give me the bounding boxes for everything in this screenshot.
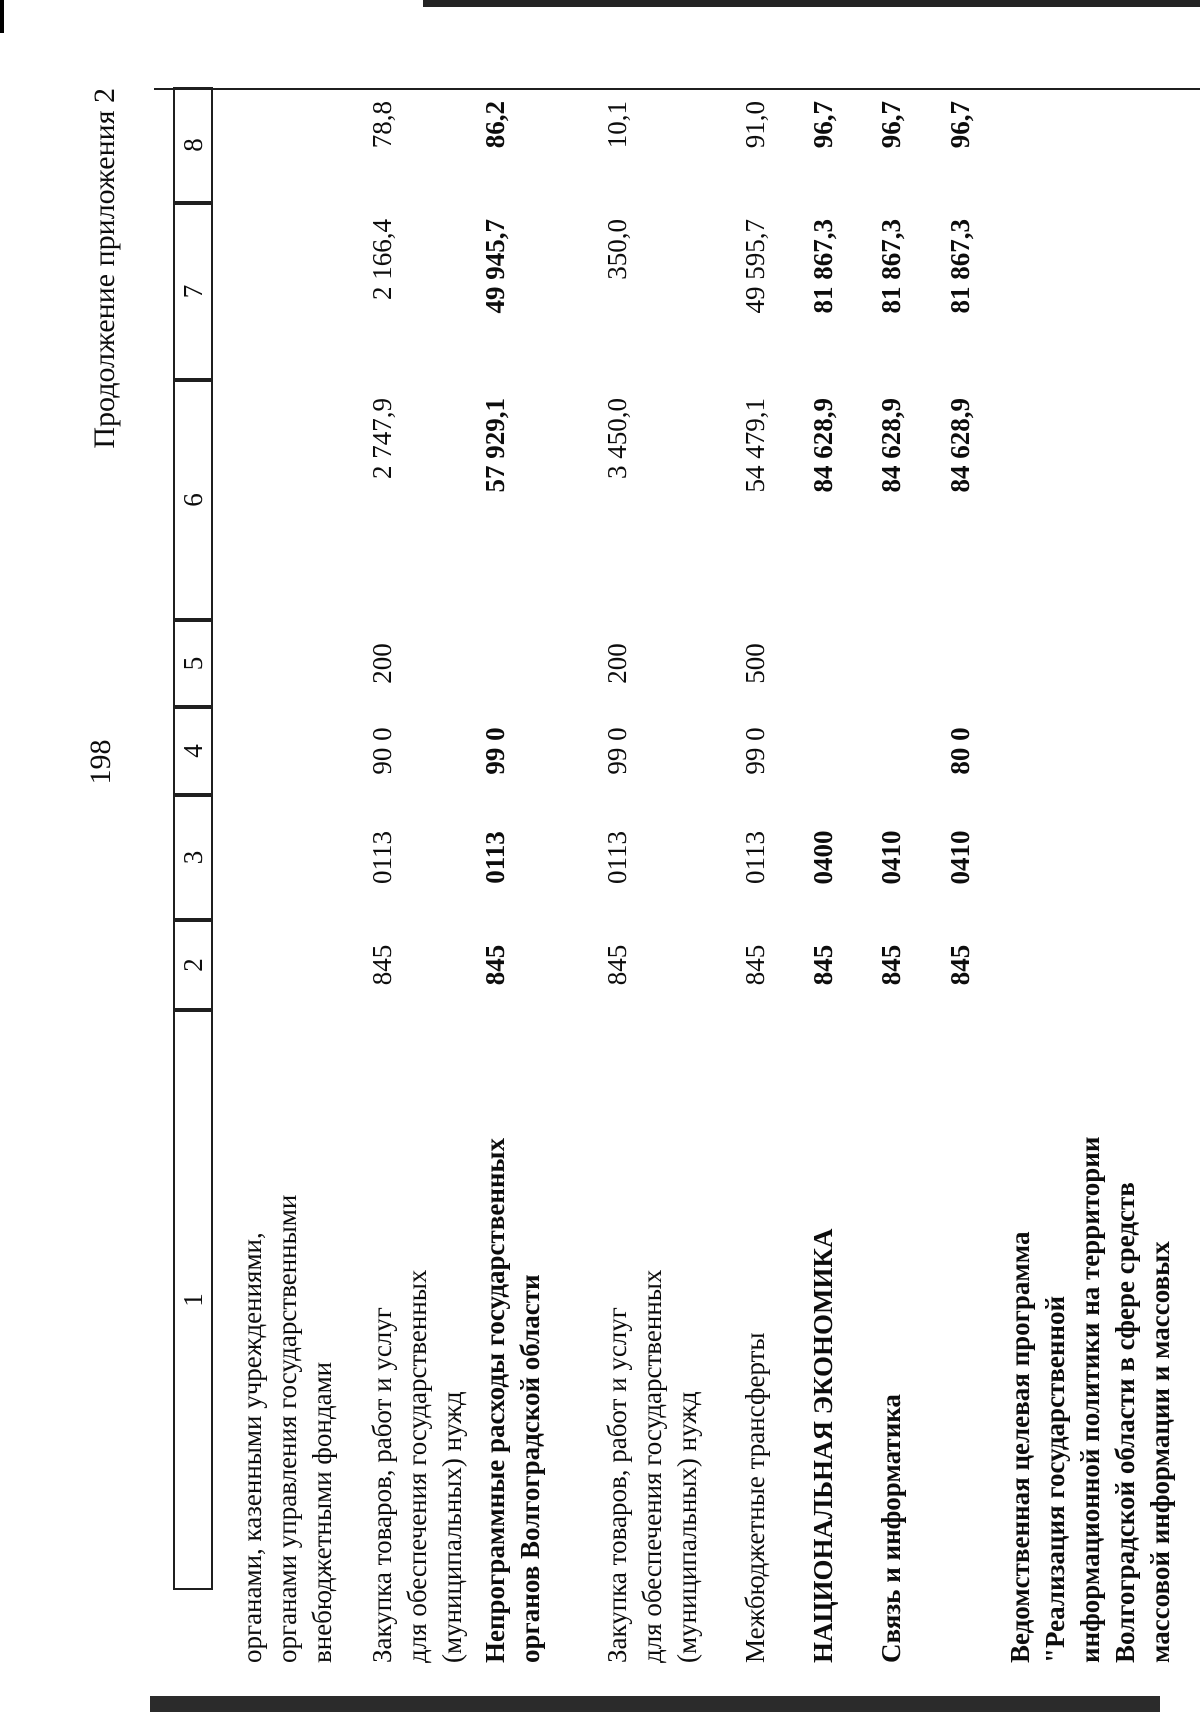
- row-actual: 350,0: [602, 219, 632, 280]
- row-target: 99 0: [740, 727, 770, 775]
- row-code: 845: [945, 944, 975, 986]
- scan-artifact-edge-streak: [423, 0, 1200, 7]
- col-header-5: 5: [173, 620, 213, 707]
- row-percent: 96,7: [808, 101, 838, 149]
- row-target: 99 0: [480, 727, 510, 775]
- page-number: 198: [84, 739, 117, 785]
- row-plan: 84 628,9: [808, 398, 838, 493]
- row-actual: 81 867,3: [945, 219, 975, 314]
- row-code: 845: [808, 944, 838, 986]
- row-plan: 84 628,9: [876, 398, 906, 493]
- row-plan: 57 929,1: [480, 398, 510, 493]
- row-section: 0113: [367, 831, 397, 884]
- row-percent: 91,0: [740, 101, 770, 149]
- col-header-1: 1: [173, 1010, 213, 1590]
- row-name: НАЦИОНАЛЬНАЯ ЭКОНОМИКА: [808, 1228, 838, 1663]
- row-type: 200: [367, 643, 397, 684]
- col-header-4: 4: [173, 707, 213, 795]
- table-right-border: [154, 88, 1200, 90]
- row-name: органами, казенными учреждениями, органа…: [237, 1194, 337, 1663]
- row-name: Непрограммные расходы государственных ор…: [480, 1137, 545, 1663]
- row-target: 90 0: [367, 727, 397, 775]
- scan-artifact-corner-mark: [0, 0, 4, 33]
- col-header-3: 3: [173, 795, 213, 920]
- row-code: 845: [740, 944, 770, 986]
- scan-artifact-edge-bar: [150, 1696, 1160, 1712]
- row-code: 845: [480, 944, 510, 986]
- row-code: 845: [602, 944, 632, 986]
- col-header-2: 2: [173, 920, 213, 1010]
- row-name: Межбюджетные трансферты: [740, 1332, 770, 1663]
- col-header-7: 7: [173, 203, 213, 380]
- row-plan: 3 450,0: [602, 398, 632, 479]
- col-header-8: 8: [173, 87, 213, 203]
- row-name: Ведомственная целевая программа "Реализа…: [1005, 1136, 1175, 1663]
- row-name: Связь и информатика: [876, 1394, 906, 1663]
- row-name: Закупка товаров, работ и услуг для обесп…: [367, 1269, 467, 1663]
- row-actual: 2 166,4: [367, 219, 397, 300]
- row-percent: 10,1: [602, 101, 632, 149]
- row-actual: 81 867,3: [876, 219, 906, 314]
- col-header-6: 6: [173, 380, 213, 620]
- row-section: 0113: [480, 831, 510, 884]
- row-plan: 84 628,9: [945, 398, 975, 493]
- row-section: 0410: [876, 830, 906, 885]
- row-code: 845: [876, 944, 906, 986]
- row-actual: 49 595,7: [740, 219, 770, 314]
- row-percent: 96,7: [945, 101, 975, 149]
- row-percent: 96,7: [876, 101, 906, 149]
- row-percent: 86,2: [480, 101, 510, 149]
- row-plan: 54 479,1: [740, 398, 770, 493]
- row-code: 845: [367, 944, 397, 986]
- row-name: Закупка товаров, работ и услуг для обесп…: [602, 1269, 702, 1663]
- row-section: 0400: [808, 830, 838, 885]
- continuation-note: Продолжение приложения 2: [88, 88, 121, 449]
- row-target: 80 0: [945, 727, 975, 775]
- row-section: 0113: [740, 831, 770, 884]
- row-target: 99 0: [602, 727, 632, 775]
- row-type: 200: [602, 643, 632, 684]
- row-plan: 2 747,9: [367, 398, 397, 479]
- row-section: 0113: [602, 831, 632, 884]
- row-type: 500: [740, 643, 770, 684]
- row-actual: 49 945,7: [480, 219, 510, 314]
- row-actual: 81 867,3: [808, 219, 838, 314]
- row-section: 0410: [945, 830, 975, 885]
- row-percent: 78,8: [367, 101, 397, 149]
